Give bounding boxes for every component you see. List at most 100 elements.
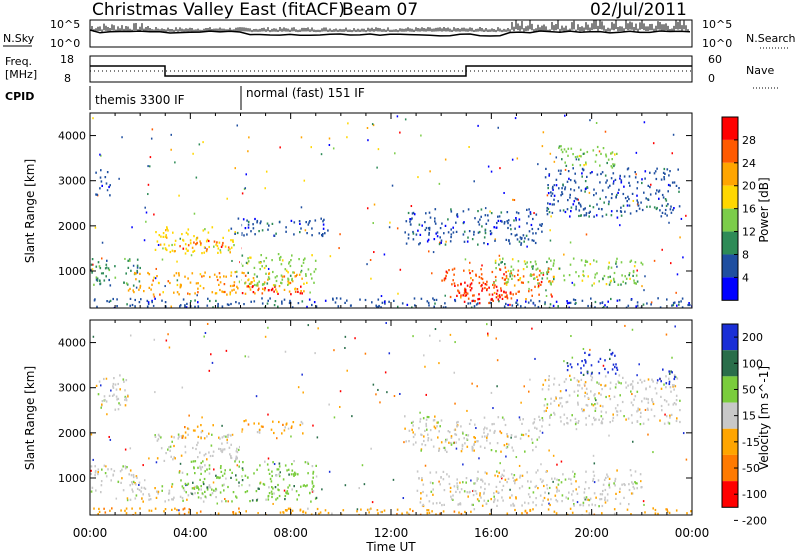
data-pixel bbox=[585, 496, 588, 499]
data-pixel bbox=[504, 478, 507, 481]
data-pixel bbox=[566, 208, 569, 211]
data-pixel bbox=[204, 228, 206, 231]
data-pixel bbox=[506, 433, 508, 436]
data-pixel bbox=[424, 444, 427, 447]
data-pixel bbox=[610, 266, 613, 269]
colorbar-tick-label: -200 bbox=[742, 514, 767, 527]
data-pixel bbox=[542, 419, 544, 422]
data-pixel bbox=[421, 224, 423, 227]
data-pixel bbox=[215, 487, 217, 490]
data-pixel bbox=[194, 485, 196, 488]
data-pixel bbox=[194, 472, 196, 475]
data-pixel bbox=[494, 239, 496, 242]
scatter-pixel bbox=[193, 212, 196, 215]
data-pixel bbox=[451, 283, 453, 286]
data-pixel bbox=[438, 430, 440, 433]
data-pixel bbox=[146, 305, 149, 308]
data-pixel bbox=[233, 244, 235, 247]
data-pixel bbox=[261, 297, 263, 300]
data-pixel bbox=[119, 388, 121, 391]
data-pixel bbox=[181, 496, 184, 500]
data-pixel bbox=[551, 280, 554, 283]
data-pixel bbox=[493, 499, 496, 502]
data-pixel bbox=[112, 297, 114, 301]
scatter-pixel bbox=[640, 480, 642, 483]
data-pixel bbox=[559, 402, 562, 405]
data-pixel bbox=[598, 207, 600, 210]
data-pixel bbox=[94, 471, 97, 474]
scatter-pixel bbox=[377, 148, 380, 151]
data-pixel bbox=[531, 227, 534, 231]
data-pixel bbox=[228, 446, 231, 449]
data-pixel bbox=[97, 471, 99, 474]
data-pixel bbox=[573, 189, 576, 192]
data-pixel bbox=[238, 445, 241, 449]
scatter-pixel bbox=[244, 355, 247, 358]
data-pixel bbox=[258, 261, 261, 264]
scatter-pixel bbox=[192, 152, 194, 155]
date-label: 02/Jul/2011 bbox=[590, 0, 687, 20]
data-pixel bbox=[459, 503, 462, 506]
data-pixel bbox=[568, 274, 571, 277]
data-pixel bbox=[340, 513, 343, 515]
scatter-pixel bbox=[155, 267, 158, 270]
data-pixel bbox=[440, 441, 443, 444]
data-pixel bbox=[567, 364, 569, 368]
data-pixel bbox=[613, 512, 616, 515]
data-pixel bbox=[312, 485, 315, 488]
data-pixel bbox=[302, 510, 305, 513]
data-pixel bbox=[219, 288, 221, 292]
data-pixel bbox=[128, 473, 130, 476]
scatter-pixel bbox=[147, 165, 149, 168]
data-pixel bbox=[289, 281, 292, 285]
data-pixel bbox=[548, 173, 551, 176]
data-pixel bbox=[463, 292, 466, 295]
data-pixel bbox=[601, 420, 603, 423]
data-pixel bbox=[298, 220, 301, 223]
data-pixel bbox=[532, 232, 534, 235]
data-pixel bbox=[256, 221, 258, 224]
data-pixel bbox=[258, 431, 261, 434]
data-pixel bbox=[97, 393, 100, 396]
data-pixel bbox=[180, 479, 182, 482]
data-pixel bbox=[470, 277, 472, 280]
data-pixel bbox=[200, 424, 202, 427]
scatter-pixel bbox=[427, 250, 430, 253]
scatter-pixel bbox=[503, 191, 505, 194]
data-pixel bbox=[614, 386, 617, 389]
scatter-pixel bbox=[423, 354, 425, 357]
data-pixel bbox=[534, 241, 537, 245]
data-pixel bbox=[466, 438, 468, 441]
data-pixel bbox=[184, 275, 186, 278]
data-pixel bbox=[411, 212, 414, 215]
data-pixel bbox=[205, 250, 208, 253]
scatter-pixel bbox=[198, 143, 201, 146]
data-pixel bbox=[629, 277, 631, 280]
data-pixel bbox=[636, 487, 638, 490]
data-pixel bbox=[276, 468, 279, 471]
data-pixel bbox=[584, 395, 586, 398]
data-pixel bbox=[433, 305, 435, 308]
data-pixel bbox=[467, 495, 469, 498]
data-pixel bbox=[657, 297, 659, 300]
data-pixel bbox=[211, 226, 214, 229]
scatter-pixel bbox=[571, 281, 574, 284]
colorbar-swatch bbox=[722, 139, 738, 163]
data-pixel bbox=[540, 224, 543, 227]
data-pixel bbox=[322, 227, 325, 230]
data-pixel bbox=[673, 402, 676, 405]
data-pixel bbox=[235, 474, 237, 477]
data-pixel bbox=[575, 271, 577, 274]
data-pixel bbox=[238, 465, 240, 468]
data-pixel bbox=[129, 484, 131, 487]
data-pixel bbox=[203, 477, 206, 481]
scatter-pixel bbox=[372, 383, 375, 386]
data-pixel bbox=[253, 266, 256, 269]
data-pixel bbox=[623, 496, 625, 499]
data-pixel bbox=[616, 366, 618, 369]
data-pixel bbox=[481, 225, 483, 228]
data-pixel bbox=[175, 272, 178, 275]
data-pixel bbox=[484, 471, 487, 474]
data-pixel bbox=[102, 272, 104, 275]
data-pixel bbox=[678, 300, 680, 304]
